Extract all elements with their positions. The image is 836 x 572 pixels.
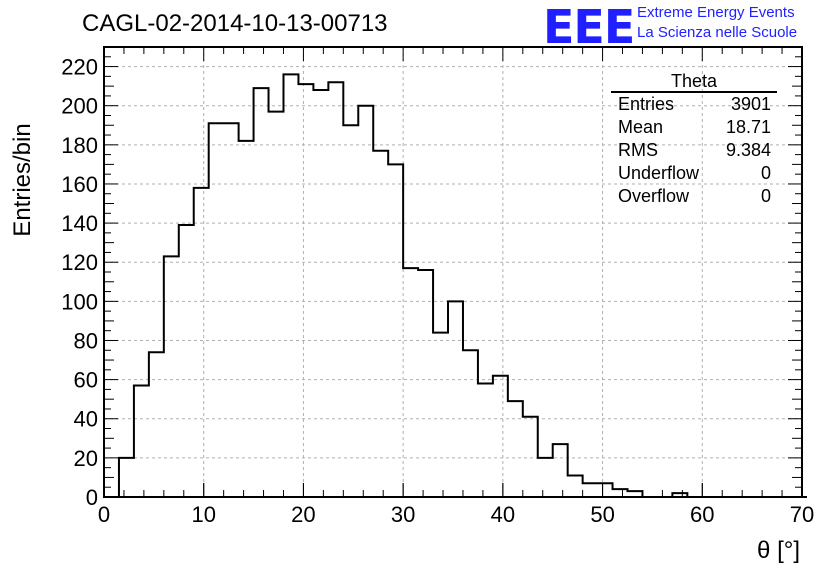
histogram-bin (613, 489, 628, 497)
stats-box: Theta Entries 3901 Mean 18.71 RMS 9.384 Und… (611, 72, 777, 208)
y-tick-label: 80 (74, 328, 98, 353)
histogram-bin (164, 256, 179, 497)
y-tick-label: 120 (61, 250, 98, 275)
stat-row-underflow: Underflow 0 (611, 162, 777, 185)
y-tick-label: 200 (61, 94, 98, 119)
y-axis-label: Entries/bin (9, 123, 36, 236)
stat-label: RMS (618, 140, 658, 160)
stats-title: Theta (611, 72, 777, 93)
histogram-bin (134, 385, 149, 497)
stat-row-mean: Mean 18.71 (611, 116, 777, 139)
histogram-bin (373, 151, 388, 497)
x-axis-label: θ [°] (757, 537, 800, 564)
stat-value: 3901 (730, 94, 771, 114)
logo-line-2: La Scienza nelle Scuole (637, 24, 798, 41)
histogram-bin (433, 333, 448, 497)
x-tick-label: 20 (291, 502, 315, 527)
x-tick-label: 10 (191, 502, 215, 527)
histogram-bin (418, 270, 433, 497)
stat-row-rms: RMS 9.384 (611, 139, 777, 162)
x-tick-label: 30 (391, 502, 415, 527)
histogram-bin (493, 376, 508, 497)
histogram-bin (568, 475, 583, 497)
x-tick-label: 0 (98, 502, 110, 527)
y-tick-label: 40 (74, 407, 98, 432)
histogram-bin (269, 112, 284, 497)
x-tick-label: 50 (590, 502, 614, 527)
y-tick-label: 60 (74, 368, 98, 393)
histogram-bin (403, 268, 418, 497)
tick-labels: 0 10 20 30 40 50 60 70 0 20 40 60 80 100 120 140 160 180 2… (61, 55, 814, 527)
histogram-bin (388, 164, 403, 497)
stat-row-overflow: Overflow 0 (611, 185, 777, 208)
chart-title: CAGL-02-2014-10-13-00713 (82, 10, 388, 37)
histogram-bin (523, 417, 538, 497)
stat-label: Underflow (618, 163, 700, 183)
stat-value: 9.384 (725, 140, 771, 160)
histogram-bin (179, 225, 194, 497)
histogram-bin (448, 301, 463, 497)
histogram-bin (598, 483, 613, 497)
stat-label: Entries (618, 94, 675, 114)
stat-value: 0 (760, 186, 771, 206)
histogram-bin (313, 90, 328, 497)
histogram-bin (209, 123, 224, 497)
stat-value: 0 (760, 163, 771, 183)
stat-label: Mean (618, 117, 664, 137)
y-tick-label: 140 (61, 211, 98, 236)
stat-label: Overflow (618, 186, 690, 206)
histogram-bin (328, 82, 343, 497)
stat-row-entries: Entries 3901 (611, 93, 777, 116)
eee-logo: EEE (543, 0, 635, 54)
logo-line-1: Extreme Energy Events (637, 4, 795, 21)
x-tick-label: 60 (690, 502, 714, 527)
x-tick-label: 70 (790, 502, 814, 527)
histogram-bin (553, 444, 568, 497)
histogram-bin (358, 106, 373, 497)
histogram-bin (119, 458, 134, 497)
histogram-bin (194, 188, 209, 497)
histogram-bin (224, 123, 239, 497)
grid-lines (104, 47, 802, 497)
y-tick-label: 160 (61, 172, 98, 197)
y-tick-label: 180 (61, 133, 98, 158)
histogram-bin (478, 384, 493, 497)
histogram-bin (298, 84, 313, 497)
histogram-bin (254, 88, 269, 497)
histogram-bin (239, 141, 254, 497)
x-tick-label: 40 (491, 502, 515, 527)
histogram-bin (343, 125, 358, 497)
logo-caption: Extreme Energy Events La Scienza nelle S… (637, 3, 797, 43)
y-tick-label: 220 (61, 55, 98, 80)
histogram-bin (583, 483, 598, 497)
y-tick-label: 0 (86, 485, 98, 510)
histogram-bin (149, 352, 164, 497)
histogram-bin (463, 350, 478, 497)
histogram-bin (538, 458, 553, 497)
y-tick-label: 20 (74, 446, 98, 471)
plot-frame (103, 46, 803, 498)
histogram-bin (508, 401, 523, 497)
histogram-bin (283, 74, 298, 497)
axis-ticks (103, 46, 803, 498)
y-tick-label: 100 (61, 289, 98, 314)
stat-value: 18.71 (725, 117, 771, 137)
